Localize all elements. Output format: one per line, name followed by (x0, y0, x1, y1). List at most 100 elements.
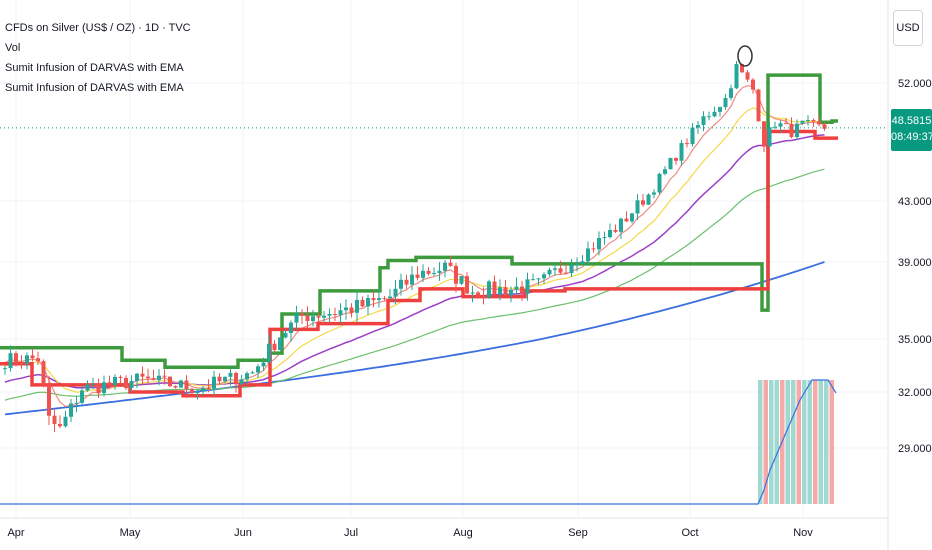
volume-bar (758, 380, 763, 504)
candle-body (19, 362, 24, 364)
x-tick-label: Nov (793, 527, 813, 539)
candle-body (426, 270, 431, 274)
candle-body (256, 366, 260, 373)
candle-body (822, 124, 827, 129)
legend-indicator-2[interactable]: Sumit Infusion of DARVAS with EMA (5, 82, 184, 94)
candle-body (520, 286, 524, 294)
candle-body (36, 358, 40, 362)
candle-body (278, 337, 282, 350)
candle-body (415, 274, 420, 278)
candle-body (674, 157, 678, 161)
candle-body (454, 265, 458, 284)
candle-body (580, 261, 585, 264)
candle-body (300, 313, 304, 316)
candle-body (459, 276, 464, 284)
candle-body (135, 373, 139, 382)
candle-body (146, 376, 150, 379)
candle-body (784, 123, 788, 125)
legend-vol[interactable]: Vol (5, 42, 21, 54)
candle-body (355, 299, 359, 313)
volume-bar (774, 380, 779, 504)
candle-body (575, 263, 579, 265)
candle-body (465, 276, 469, 294)
candle-body (371, 298, 376, 301)
candle-body (668, 157, 673, 170)
volume-bar (818, 380, 823, 504)
candle-body (756, 89, 761, 122)
candle-body (3, 368, 7, 370)
candle-body (767, 127, 772, 147)
currency-button[interactable]: USD (893, 10, 923, 46)
legend-title[interactable]: CFDs on Silver (US$ / OZ) · 1D · TVC (5, 22, 191, 34)
last-price-value: 48.5815 (891, 115, 932, 127)
candle-body (432, 273, 436, 275)
x-tick-label: Aug (453, 527, 473, 539)
volume-bar (763, 380, 768, 504)
candle-body (718, 107, 722, 112)
candle-body (234, 372, 238, 385)
candle-body (437, 270, 442, 274)
candle-body (399, 279, 403, 289)
x-tick-label: Jun (234, 527, 252, 539)
candle-body (630, 213, 634, 222)
candle-body (91, 383, 95, 385)
candle-body (140, 373, 145, 377)
candle-body (201, 388, 205, 392)
candle-body (344, 307, 348, 311)
x-tick-label: Jul (344, 527, 358, 539)
candle-body (151, 378, 156, 381)
peak-marker (737, 45, 753, 67)
candle-body (96, 383, 101, 394)
candle-body (107, 382, 112, 385)
chart-legend: CFDs on Silver (US$ / OZ) · 1D · TVC Vol… (5, 18, 191, 98)
candle-body (393, 288, 398, 297)
candle-body (124, 377, 128, 389)
candle-body (168, 376, 172, 387)
candle-body (338, 310, 343, 315)
candle-body (619, 218, 623, 232)
candle-body (624, 218, 629, 222)
candle-body (685, 143, 689, 145)
volume-bar (769, 380, 774, 504)
candle-body (602, 237, 607, 239)
candle-body (223, 376, 227, 382)
legend-indicator-1[interactable]: Sumit Infusion of DARVAS with EMA (5, 62, 184, 74)
candle-body (25, 355, 29, 364)
candle-body (47, 384, 51, 416)
candle-body (564, 272, 568, 274)
candle-body (762, 121, 766, 147)
candle-body (817, 121, 821, 125)
last-price-tag: 48.5815 08:49:37 (891, 109, 932, 151)
candle-body (74, 402, 79, 404)
x-tick-label: Sep (568, 527, 588, 539)
volume-bar (807, 380, 812, 504)
candle-body (690, 127, 695, 145)
candle-body (723, 97, 728, 108)
y-tick-label: 29.0000 (898, 443, 932, 455)
candle-body (476, 292, 480, 297)
candle-body (679, 143, 684, 161)
candle-body (745, 72, 750, 80)
candle-body (69, 403, 73, 417)
candle-body (190, 389, 194, 394)
candle-body (102, 382, 106, 394)
volume-bars (758, 380, 834, 504)
y-tick-label: 35.0000 (898, 334, 932, 346)
candle-body (305, 315, 310, 322)
candle-body (729, 88, 733, 98)
candle-body (707, 116, 711, 118)
candle-body (322, 315, 326, 318)
candle-body (646, 194, 651, 205)
ema-200-line (4, 261, 825, 416)
candle-body (289, 322, 293, 334)
candle-body (806, 120, 810, 122)
candle-body (217, 376, 222, 382)
candle-body (443, 262, 447, 271)
y-tick-label: 39.0000 (898, 257, 932, 269)
candle-body (498, 287, 502, 295)
candle-body (773, 126, 777, 128)
x-tick-label: Oct (681, 527, 698, 539)
candle-body (250, 372, 255, 374)
candle-body (129, 381, 134, 389)
